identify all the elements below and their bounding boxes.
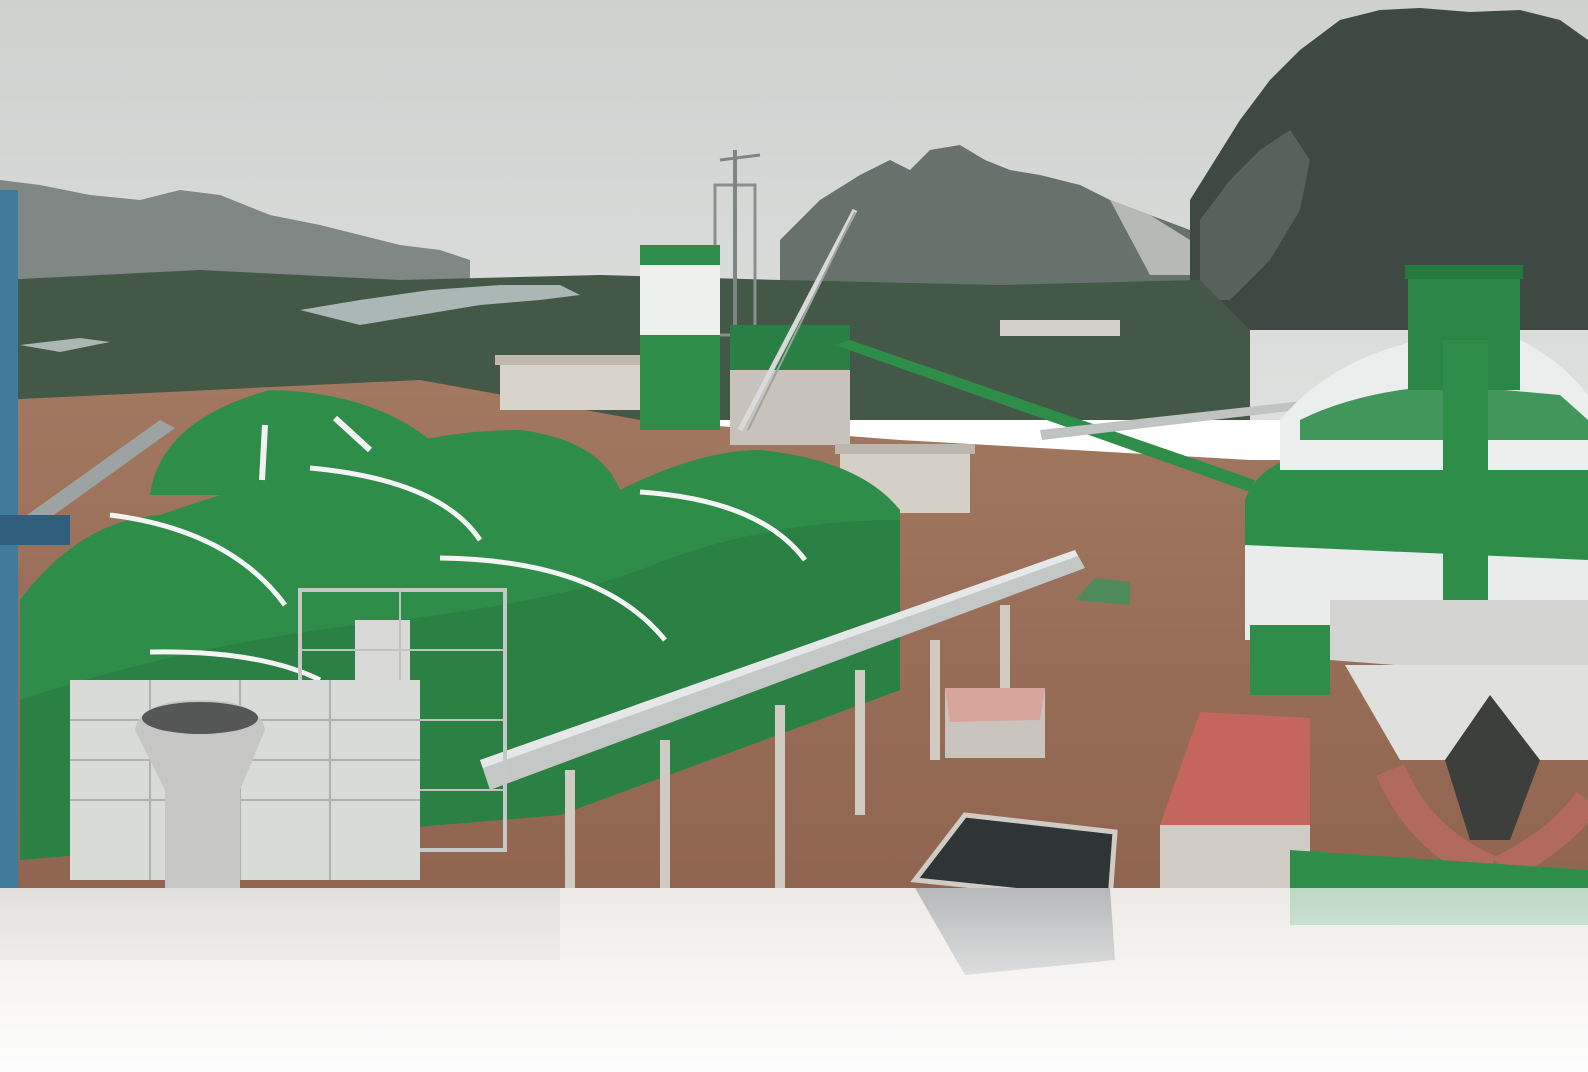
silo-chute <box>1443 340 1488 605</box>
pipe-conveyor <box>480 550 1085 790</box>
hopper-dark <box>1445 695 1540 840</box>
conveyor-left <box>20 420 175 532</box>
shed-rib-5 <box>149 649 322 683</box>
process-building-base <box>730 370 850 445</box>
limestone-cliff <box>1190 8 1588 330</box>
shed-rib-1 <box>109 512 288 607</box>
clinker-silo-green-ring <box>1245 450 1588 560</box>
dome-rib-1 <box>259 424 268 481</box>
silo-base-green <box>1250 625 1330 695</box>
clinker-silo-top-cap <box>1405 265 1523 279</box>
exhaust-stack-opening <box>142 702 258 734</box>
cyclone-duct-right <box>1493 791 1588 883</box>
dome-rib-2 <box>332 415 373 453</box>
concrete-block-top <box>835 444 975 454</box>
quarry-slope <box>1110 200 1195 275</box>
silo-center-cap <box>640 245 720 257</box>
blue-lattice-arm <box>0 515 70 545</box>
river <box>300 285 580 325</box>
pipe-supports <box>565 605 1010 890</box>
equipment-roof-deck <box>1330 600 1588 680</box>
forest-band <box>0 270 1250 420</box>
cliff-highlight <box>1200 130 1310 300</box>
conveyor-grey-far <box>1040 398 1332 440</box>
tower-crane-jib <box>719 153 761 162</box>
building-red-roof <box>1160 712 1310 840</box>
warehouse-distant <box>500 360 640 410</box>
warehouse-roof <box>495 355 645 365</box>
reflection-fade <box>0 888 1588 1072</box>
shed-rib-4 <box>639 489 807 562</box>
river-small <box>20 338 110 352</box>
silo-center-band <box>640 265 720 335</box>
green-panel-foreground <box>1290 850 1588 900</box>
shed-pink-roof-top <box>945 688 1045 722</box>
mountains-center <box>780 145 1200 300</box>
pipe-conveyor-top <box>480 550 1078 768</box>
foundation-pad <box>915 815 1115 900</box>
crawler-crane-boom-inner <box>747 211 856 431</box>
equipment-roof-lower <box>1345 665 1588 760</box>
shed-rib-3 <box>439 555 667 642</box>
shed-rib-2 <box>309 465 483 542</box>
exhaust-stack <box>135 700 265 900</box>
conveyor-green <box>835 340 1255 492</box>
building-red-wall <box>1160 825 1310 890</box>
crawler-crane-boom <box>737 208 858 432</box>
hut-green <box>1075 578 1130 605</box>
building-distant-right <box>1000 320 1120 336</box>
